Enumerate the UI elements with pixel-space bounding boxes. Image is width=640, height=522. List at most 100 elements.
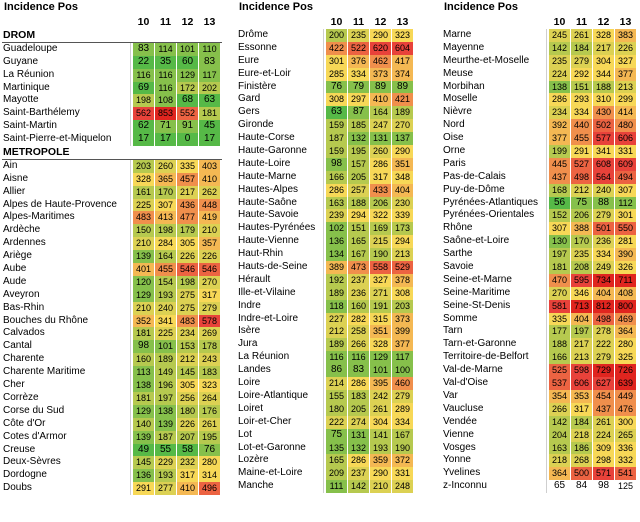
year-header-cell: 10 xyxy=(553,16,566,28)
value-cell: 365 xyxy=(155,172,176,186)
value-cell: 328 xyxy=(593,29,614,42)
value-cell: 132 xyxy=(348,441,369,455)
value-cell: 237 xyxy=(348,467,369,481)
value-cell: 91 xyxy=(177,120,198,134)
value-cell: 437 xyxy=(549,170,570,184)
value-cell: 181 xyxy=(549,261,570,274)
value-cell: 483 xyxy=(177,314,198,328)
value-cell: 376 xyxy=(348,54,369,68)
table-row: Somme 335 404 498 469 xyxy=(442,312,638,326)
value-cell: 198 xyxy=(133,94,154,108)
table-row: Nord 392 440 502 480 xyxy=(442,119,638,133)
value-cell: 89 xyxy=(392,80,413,94)
table-row: Vendée 142 184 261 300 xyxy=(442,415,638,429)
value-cell: 270 xyxy=(549,286,570,300)
value-cell: 129 xyxy=(133,404,154,418)
value-cell: 240 xyxy=(155,301,176,315)
value-cell: 229 xyxy=(155,456,176,470)
value-cell: 525 xyxy=(549,364,570,378)
value-cell: 307 xyxy=(615,183,636,197)
value-cell: 98 xyxy=(133,340,154,354)
value-cell: 172 xyxy=(177,81,198,95)
table-row: Finistère 76 79 89 89 xyxy=(237,80,415,94)
value-cell: 129 xyxy=(133,288,154,302)
value-cell: 245 xyxy=(549,29,570,42)
value-cell: 304 xyxy=(370,415,391,429)
value-cell: 189 xyxy=(392,106,413,120)
value-cell: 627 xyxy=(593,377,614,390)
table-row: Orne 199 291 341 331 xyxy=(442,145,638,158)
value-cell: 341 xyxy=(155,314,176,328)
table-row: Tarn-et-Garonne 188 217 222 280 xyxy=(442,338,638,352)
table-row: Corrèze 181 197 256 264 xyxy=(2,391,222,405)
table-row: z-Inconnu 65 84 98 125 xyxy=(442,480,638,494)
row-label: Saint-Barthélemy xyxy=(2,107,131,121)
value-cell: 86 xyxy=(326,364,347,378)
value-cell: 305 xyxy=(177,379,198,392)
value-cell: 357 xyxy=(199,237,220,251)
row-label: Corrèze xyxy=(2,391,131,405)
value-cell: 388 xyxy=(571,222,592,236)
value-cell: 541 xyxy=(615,467,636,481)
value-cell: 176 xyxy=(199,404,220,418)
table-row: Ariège 139 164 226 226 xyxy=(2,250,222,264)
table-row: Deux-Sèvres 145 229 232 280 xyxy=(2,456,222,470)
row-label: Aveyron xyxy=(2,288,131,302)
value-cell: 352 xyxy=(133,314,154,328)
panel-3-rows: Marne 245 261 328 383 Mayenne 142 184 217 226 Meur… xyxy=(442,29,638,494)
value-cell: 498 xyxy=(593,312,614,326)
table-row: Creuse 49 55 58 76 xyxy=(2,443,222,457)
value-cell: 139 xyxy=(155,417,176,431)
value-cell: 448 xyxy=(199,198,220,212)
year-header-cell: 11 xyxy=(575,16,588,28)
value-cell: 75 xyxy=(571,196,592,210)
row-label: Ariège xyxy=(2,250,131,264)
value-cell: 297 xyxy=(348,93,369,107)
value-cell: 17 xyxy=(133,133,154,147)
value-cell: 141 xyxy=(370,428,391,442)
value-cell: 473 xyxy=(348,261,369,274)
row-label: Loir-et-Cher xyxy=(237,415,324,429)
value-cell: 222 xyxy=(593,338,614,352)
value-cell: 377 xyxy=(615,67,636,81)
table-row: Calvados 181 225 234 269 xyxy=(2,327,222,341)
value-cell: 277 xyxy=(155,482,176,496)
row-label: Loire xyxy=(237,377,324,390)
value-cell: 280 xyxy=(199,456,220,470)
value-cell: 139 xyxy=(133,430,154,444)
value-cell: 729 xyxy=(593,364,614,378)
value-cell: 232 xyxy=(177,456,198,470)
value-cell: 348 xyxy=(392,170,413,184)
value-cell: 217 xyxy=(177,185,198,199)
value-cell: 159 xyxy=(326,145,347,158)
row-label: Tarn-et-Garonne xyxy=(442,338,547,352)
value-cell: 335 xyxy=(177,159,198,173)
value-cell: 501 xyxy=(593,222,614,236)
row-label: La Réunion xyxy=(2,68,131,82)
table-row: Yvelines 364 500 571 541 xyxy=(442,467,638,481)
value-cell: 204 xyxy=(549,428,570,442)
section-label: DROM xyxy=(3,29,36,41)
row-label: Orne xyxy=(442,145,547,158)
value-cell: 404 xyxy=(392,183,413,197)
value-cell: 317 xyxy=(177,469,198,483)
row-label: Oise xyxy=(442,132,547,146)
value-cell: 328 xyxy=(370,338,391,352)
value-cell: 98 xyxy=(326,157,347,171)
value-cell: 136 xyxy=(326,235,347,249)
value-cell: 373 xyxy=(392,312,413,326)
year-header: 10 11 12 13 xyxy=(237,15,415,29)
value-cell: 291 xyxy=(571,145,592,158)
value-cell: 286 xyxy=(370,157,391,171)
value-cell: 189 xyxy=(326,338,347,352)
value-cell: 130 xyxy=(549,235,570,249)
value-cell: 230 xyxy=(392,196,413,210)
table-row: Saône-et-Loire 130 170 236 281 xyxy=(442,235,638,249)
table-row: Saint-Barthélemy 562 853 552 181 xyxy=(2,107,222,121)
value-cell: 88 xyxy=(593,196,614,210)
value-cell: 377 xyxy=(549,132,570,146)
value-cell: 179 xyxy=(177,224,198,238)
value-cell: 190 xyxy=(370,248,391,262)
table-row: Bouches du Rhône 352 341 483 578 xyxy=(2,314,222,328)
value-cell: 177 xyxy=(549,325,570,339)
